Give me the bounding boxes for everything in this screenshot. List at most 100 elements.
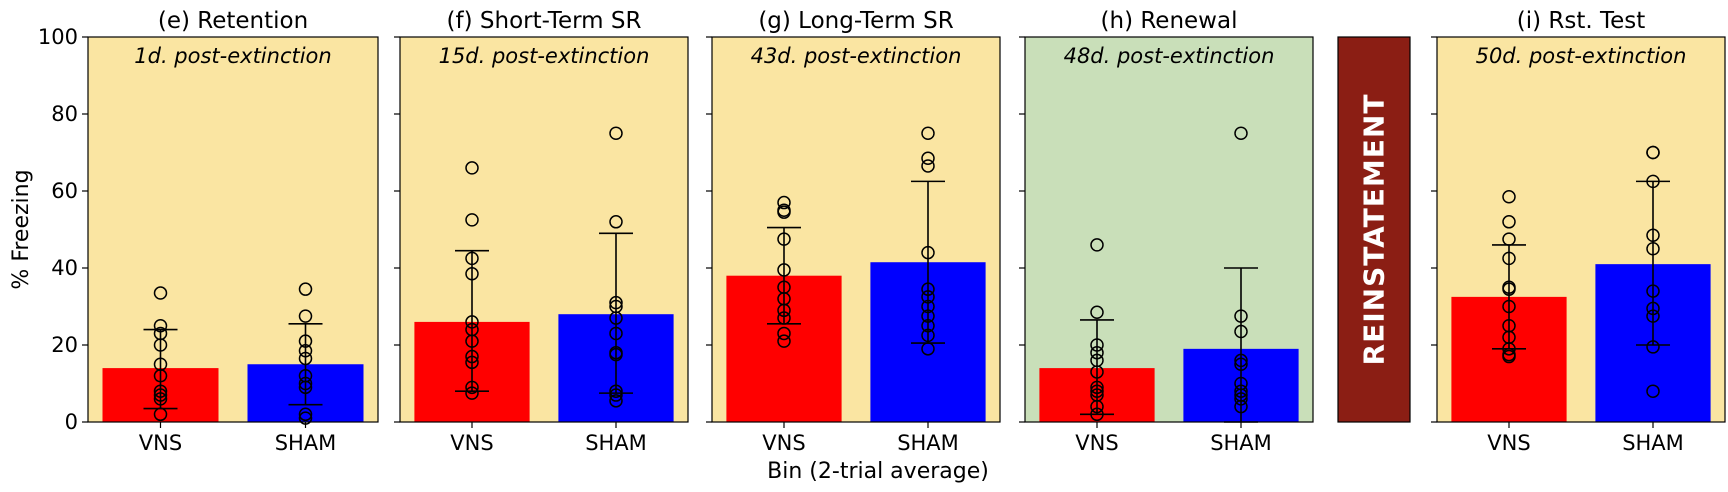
panel-title: (h) Renewal <box>1101 8 1238 34</box>
data-point <box>921 309 935 323</box>
data-point <box>1646 284 1660 298</box>
data-point <box>153 319 168 333</box>
data-point <box>777 195 791 210</box>
data-point <box>298 309 313 323</box>
x-tick-label: VNS <box>1487 431 1530 455</box>
panel-frame <box>399 36 689 423</box>
data-point <box>1090 399 1104 414</box>
data-point <box>465 315 479 329</box>
data-point <box>609 347 623 362</box>
y-tick-label: 100 <box>38 25 78 49</box>
data-point <box>153 338 168 352</box>
data-point <box>465 161 479 175</box>
panel-3: VNS SHAM (g) Long-Term SR 43d. post-extinct… <box>706 8 1001 455</box>
data-point <box>609 311 623 325</box>
data-point <box>1646 228 1660 243</box>
x-axis-label: Bin (2-trial average) <box>767 459 989 484</box>
panel-4: VNS SHAM (h) Renewal 48d. post-extinction <box>1019 8 1314 455</box>
data-point <box>921 151 935 166</box>
data-point <box>1502 299 1516 314</box>
data-point <box>1234 324 1248 339</box>
reinstatement-divider: REINSTATEMENT <box>1337 36 1411 423</box>
data-point <box>921 319 935 333</box>
data-point <box>1646 384 1660 398</box>
data-point <box>1646 301 1660 316</box>
data-point <box>609 394 623 408</box>
data-point <box>1502 190 1516 204</box>
data-point <box>153 384 168 398</box>
data-point <box>1646 340 1660 354</box>
data-point <box>609 384 623 398</box>
panel-background <box>88 37 378 422</box>
data-point <box>1090 338 1104 352</box>
data-point <box>465 251 479 266</box>
data-point <box>777 326 791 341</box>
panel-subtitle: 1d. post-extinction <box>134 44 331 68</box>
x-tick-label: VNS <box>1075 431 1118 455</box>
data-point <box>921 299 935 314</box>
y-tick-label: 80 <box>51 102 78 126</box>
panel-subtitle: 43d. post-extinction <box>751 44 962 68</box>
panel-title: (e) Retention <box>158 8 308 34</box>
divider-bar <box>1337 36 1411 423</box>
data-point <box>609 215 623 229</box>
data-point <box>777 205 791 219</box>
data-point <box>298 334 313 348</box>
data-point <box>1234 353 1248 368</box>
y-axis-label: % Freezing <box>9 169 34 289</box>
data-point <box>921 159 935 173</box>
data-point <box>921 245 935 260</box>
data-point <box>298 344 313 358</box>
panel-frame <box>711 36 1001 423</box>
data-point <box>465 386 479 400</box>
data-point <box>465 380 479 395</box>
data-point <box>153 388 168 402</box>
panel-5: VNS SHAM (i) Rst. Test 50d. post-extinction <box>1431 8 1726 455</box>
panel-title: (i) Rst. Test <box>1517 8 1646 34</box>
data-point <box>609 388 623 402</box>
data-point <box>1646 174 1660 189</box>
data-point <box>921 342 935 356</box>
data-point <box>1090 238 1104 252</box>
data-point <box>298 376 313 391</box>
data-point <box>153 392 168 406</box>
data-point <box>609 295 623 310</box>
data-point <box>609 326 623 341</box>
data-point <box>1646 309 1660 323</box>
panel-title: (f) Short-Term SR <box>447 8 642 34</box>
data-point <box>609 126 623 140</box>
data-point <box>1090 380 1104 395</box>
y-tick-label: 60 <box>51 179 78 203</box>
y-tick-label: 20 <box>51 333 78 357</box>
panel-subtitle: 48d. post-extinction <box>1064 44 1275 68</box>
data-point <box>153 286 168 300</box>
data-point <box>465 355 479 370</box>
panel-1: VNS SHAM 0 20 40 60 80 100 (e) Retention 1d. post… <box>38 8 379 455</box>
panel-title: (g) Long-Term SR <box>758 8 953 34</box>
panel-subtitle: 50d. post-extinction <box>1476 44 1687 68</box>
y-tick-label: 40 <box>51 256 78 280</box>
data-point <box>1646 242 1660 256</box>
data-point <box>1502 215 1516 229</box>
data-point <box>1646 145 1660 160</box>
data-point <box>1234 399 1248 414</box>
data-point <box>1502 282 1516 296</box>
data-point <box>465 213 479 227</box>
data-point <box>777 334 791 348</box>
data-point <box>298 351 313 366</box>
data-point <box>298 282 313 296</box>
data-point <box>465 349 479 364</box>
data-point <box>1502 251 1516 266</box>
x-tick-label: SHAM <box>897 431 959 455</box>
divider-label: REINSTATEMENT <box>1358 94 1391 366</box>
data-point <box>1502 349 1516 364</box>
data-point <box>1090 384 1104 398</box>
x-tick-label: SHAM <box>275 431 337 455</box>
x-tick-label: SHAM <box>1210 431 1272 455</box>
data-point <box>1090 365 1104 379</box>
data-point <box>153 369 168 383</box>
panel-frame <box>1436 36 1726 423</box>
data-point <box>1234 126 1248 140</box>
panel-subtitle: 15d. post-extinction <box>439 44 650 68</box>
data-point <box>777 263 791 277</box>
